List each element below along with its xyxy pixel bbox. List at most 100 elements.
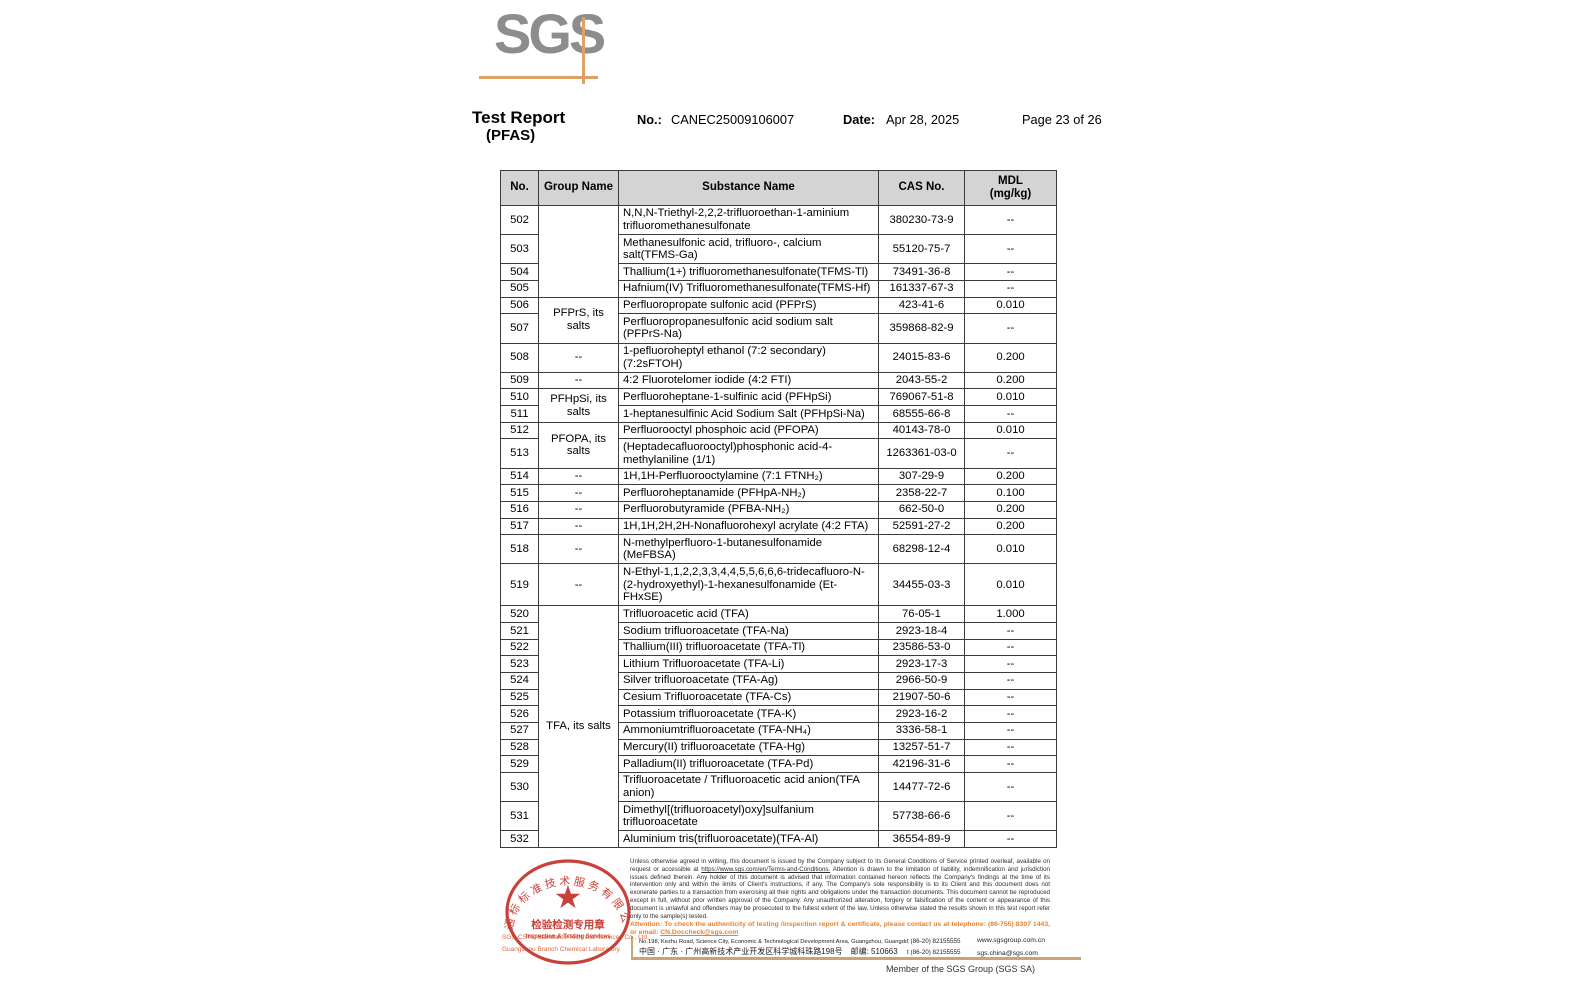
- substance-name-cell: Sodium trifluoroacetate (TFA-Na): [618, 622, 879, 640]
- row-no-cell: 532: [500, 830, 539, 849]
- row-no-cell: 511: [500, 405, 539, 423]
- table-row: 528 Mercury(II) trifluoroacetate (TFA-Hg)…: [500, 738, 1057, 757]
- row-no-cell: 505: [500, 279, 539, 298]
- table-row: 510 PFHpSi, its salts Perfluoroheptane-1-s…: [500, 388, 1057, 423]
- row-no-cell: 507: [500, 313, 539, 344]
- col-header-cas-no: CAS No.: [878, 170, 965, 206]
- row-no-cell: 502: [500, 204, 539, 236]
- group-name-cell: --: [538, 534, 619, 565]
- cas-no-cell: 21907-50-6: [878, 688, 965, 707]
- row-no-cell: 523: [500, 655, 539, 673]
- table-row: 526 Potassium trifluoroacetate (TFA-K) 292…: [500, 705, 1057, 723]
- cas-no-cell: 2923-18-4: [878, 622, 965, 640]
- row-no-cell: 509: [500, 371, 539, 390]
- substance-name-cell: N,N,N-Triethyl-2,2,2-trifluoroethan-1-am…: [618, 204, 879, 236]
- cas-no-cell: 307-29-9: [878, 467, 965, 486]
- cas-no-cell: 769067-51-8: [878, 388, 965, 407]
- address-block: No.198, Kezhu Road, Science City, Econom…: [631, 936, 1083, 958]
- table-row: 514 -- 1H,1H-Perfluorooctylamine (7:1 FTNH…: [500, 467, 1057, 486]
- row-no-cell: 531: [500, 801, 539, 832]
- row-no-cell: 521: [500, 622, 539, 640]
- address-en: No.198, Kezhu Road, Science City, Econom…: [639, 938, 907, 945]
- row-no-cell: 508: [500, 342, 539, 373]
- cas-no-cell: 73491-36-8: [878, 263, 965, 281]
- cas-no-cell: 24015-83-6: [878, 342, 965, 373]
- cas-no-cell: 2923-17-3: [878, 655, 965, 673]
- mdl-cell: --: [964, 655, 1057, 673]
- substance-name-cell: Thallium(1+) trifluoromethanesulfonate(T…: [618, 263, 879, 281]
- substance-name-cell: 1-pefluoroheptyl ethanol (7:2 secondary)…: [618, 342, 879, 373]
- stamp-star-icon: ★: [554, 879, 583, 915]
- substance-name-cell: Palladium(II) trifluoroacetate (TFA-Pd): [618, 755, 879, 773]
- cas-no-cell: 2358-22-7: [878, 484, 965, 502]
- row-no-cell: 526: [500, 705, 539, 723]
- group-name-cell: --: [538, 467, 619, 486]
- cas-no-cell: 76-05-1: [878, 605, 965, 624]
- row-no-cell: 515: [500, 484, 539, 502]
- substance-name-cell: 1H,1H-Perfluorooctylamine (7:1 FTNH₂): [618, 467, 879, 486]
- group-name-cell: --: [538, 517, 619, 536]
- stamp-inner-cn: 检验检测专用章: [531, 918, 605, 931]
- substance-name-cell: 4:2 Fluorotelomer iodide (4:2 FTI): [618, 371, 879, 390]
- table-row: 527 Ammoniumtrifluoroacetate (TFA-NH₄) 333…: [500, 721, 1057, 740]
- lab-name-line2: Guangzhou Branch Chemical Laboratory.: [502, 946, 622, 954]
- col-header-mdl: MDL (mg/kg): [964, 170, 1057, 206]
- table-row: 504 Thallium(1+) trifluoromethanesulfonat…: [500, 263, 1057, 281]
- cas-no-cell: 57738-66-6: [878, 801, 965, 832]
- attention-notice: Attention: To check the authenticity of …: [630, 921, 1050, 937]
- table-row: 512 PFOPA, its salts Perfluorooctyl phosph…: [500, 421, 1057, 469]
- mdl-cell: 0.100: [964, 484, 1057, 502]
- substance-name-cell: Perfluorobutyramide (PFBA-NH₂): [618, 500, 879, 519]
- mdl-cell: --: [964, 279, 1057, 298]
- report-no-value: CANEC25009106007: [671, 112, 795, 127]
- substance-name-cell: Aluminium tris(trifluoroacetate)(TFA-Al): [618, 830, 879, 849]
- row-no-cell: 518: [500, 534, 539, 565]
- terms-and-conditions-link[interactable]: https://www.sgs.com/en/Terms-and-Conditi…: [701, 865, 831, 873]
- table-row: 518 -- N-methylperfluoro-1-butanesulfonami…: [500, 534, 1057, 565]
- row-no-cell: 519: [500, 563, 539, 607]
- page-number: Page 23 of 26: [1022, 112, 1102, 127]
- row-no-cell: 530: [500, 771, 539, 803]
- mdl-cell: --: [964, 801, 1057, 832]
- phone-number: t (86-20) 82155555: [907, 937, 961, 945]
- mdl-cell: 0.200: [964, 467, 1057, 486]
- substance-name-cell: Methanesulfonic acid, trifluoro-, calciu…: [618, 234, 879, 265]
- table-row: 531 Dimethyl[(trifluoroacetyl)oxy]sulfani…: [500, 801, 1057, 832]
- col-header-group-name: Group Name: [538, 170, 619, 206]
- row-no-cell: 529: [500, 755, 539, 773]
- substance-name-cell: Trifluoroacetic acid (TFA): [618, 605, 879, 624]
- mdl-cell: --: [964, 438, 1057, 469]
- table-row: 520 TFA, its salts Trifluoroacetic acid (T…: [500, 605, 1057, 849]
- mdl-cell: --: [964, 234, 1057, 265]
- report-no-label: No.:: [637, 112, 662, 127]
- cas-no-cell: 68555-66-8: [878, 405, 965, 423]
- report-footer: 通标标准技术服务有限公司广州分公司 ★ 检验检测专用章 Inspection &…: [470, 858, 1092, 990]
- table-row: 525 Cesium Trifluoroacetate (TFA-Cs) 21907…: [500, 688, 1057, 707]
- cas-no-cell: 68298-12-4: [878, 534, 965, 565]
- report-header: Test Report (PFAS) No.: CANEC25009106007…: [470, 108, 1102, 156]
- report-title: Test Report: [472, 108, 566, 127]
- row-no-cell: 504: [500, 263, 539, 281]
- table-row: 503 Methanesulfonic acid, trifluoro-, cal…: [500, 234, 1057, 265]
- substance-name-cell: Trifluoroacetate / Trifluoroacetic acid …: [618, 771, 879, 803]
- logo-accent-hline-icon: [479, 76, 598, 79]
- cas-no-cell: 14477-72-6: [878, 771, 965, 803]
- row-no-cell: 514: [500, 467, 539, 486]
- cas-no-cell: 13257-51-7: [878, 738, 965, 757]
- col-header-substance-name: Substance Name: [618, 170, 879, 206]
- row-no-cell: 528: [500, 738, 539, 757]
- cas-no-cell: 2966-50-9: [878, 671, 965, 690]
- row-no-cell: 503: [500, 234, 539, 265]
- table-header-row: No. Group Name Substance Name CAS No. MD…: [500, 170, 1057, 206]
- doccheck-email-link[interactable]: CN.Doccheck@sgs.com: [660, 929, 739, 937]
- member-note: Member of the SGS Group (SGS SA): [885, 964, 1035, 975]
- col-header-mdl-unit: (mg/kg): [989, 187, 1032, 200]
- row-no-cell: 512: [500, 421, 539, 440]
- sgs-logo-text: SGS: [494, 2, 606, 65]
- sgs-logo: SGS: [470, 2, 1092, 110]
- col-header-mdl-line1: MDL: [998, 175, 1023, 187]
- table-row: 516 -- Perfluorobutyramide (PFBA-NH₂) 662-5…: [500, 500, 1057, 519]
- table-row: 521 Sodium trifluoroacetate (TFA-Na) 2923-…: [500, 622, 1057, 640]
- substance-name-cell: Mercury(II) trifluoroacetate (TFA-Hg): [618, 738, 879, 757]
- substance-name-cell: Perfluoroheptanamide (PFHpA-NH₂): [618, 484, 879, 502]
